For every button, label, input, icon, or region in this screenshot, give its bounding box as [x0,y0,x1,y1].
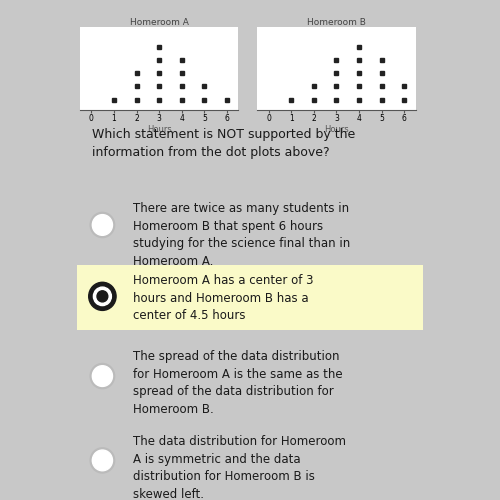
FancyBboxPatch shape [77,265,423,330]
Circle shape [92,366,112,386]
Circle shape [94,287,112,306]
X-axis label: Hours: Hours [147,124,172,134]
Circle shape [92,450,112,471]
Text: Which statement is NOT supported by the
information from the dot plots above?: Which statement is NOT supported by the … [92,128,355,159]
Text: The spread of the data distribution
for Homeroom A is the same as the
spread of : The spread of the data distribution for … [133,350,342,416]
Text: Homeroom A has a center of 3
hours and Homeroom B has a
center of 4.5 hours: Homeroom A has a center of 3 hours and H… [133,274,314,322]
Title: Homeroom B: Homeroom B [307,18,366,26]
Text: The data distribution for Homeroom
A is symmetric and the data
distribution for : The data distribution for Homeroom A is … [133,436,346,500]
Circle shape [90,212,116,238]
Circle shape [97,291,108,302]
Circle shape [90,363,116,390]
Title: Homeroom A: Homeroom A [130,18,188,26]
Circle shape [90,447,116,473]
Circle shape [88,282,116,310]
X-axis label: Hours: Hours [324,124,349,134]
Text: There are twice as many students in
Homeroom B that spent 6 hours
studying for t: There are twice as many students in Home… [133,202,350,268]
Circle shape [92,214,112,236]
